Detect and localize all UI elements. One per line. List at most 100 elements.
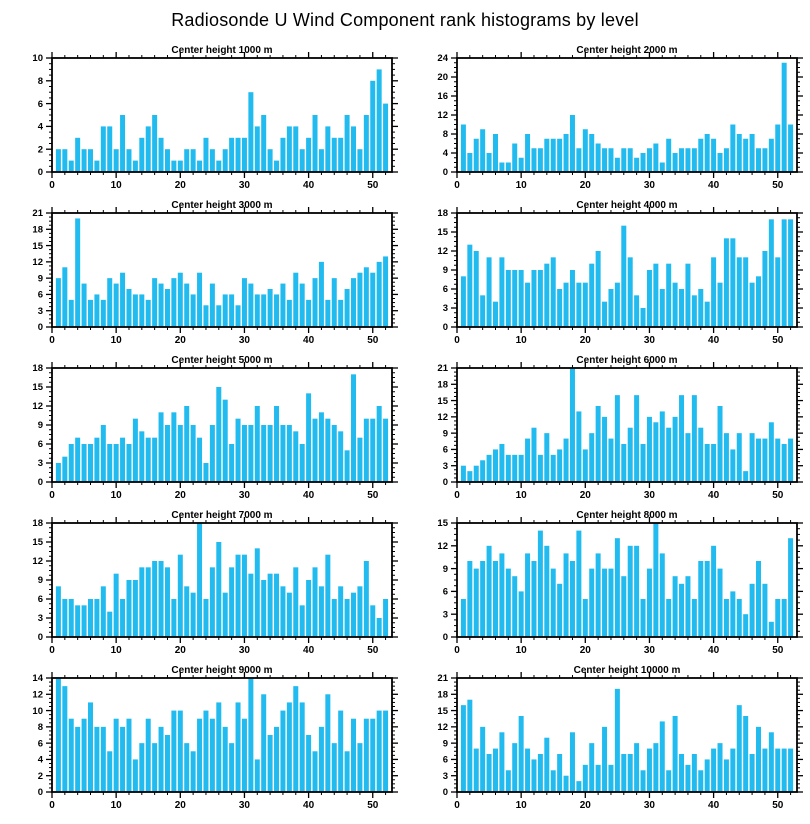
y-tick-label: 9: [38, 420, 43, 431]
x-tick-label: 30: [239, 180, 251, 191]
bar: [190, 751, 196, 792]
plot-frame: [51, 367, 393, 483]
bar: [286, 425, 292, 482]
x-tick-label: 40: [303, 490, 315, 501]
bar: [781, 62, 787, 172]
bar: [512, 454, 518, 482]
plot-frame: [456, 57, 798, 173]
bar: [666, 427, 672, 482]
bar: [139, 137, 145, 172]
bar: [164, 567, 170, 637]
bar: [100, 425, 106, 482]
bar: [467, 244, 473, 327]
bar: [537, 270, 543, 327]
bar: [544, 138, 550, 172]
chart-cell-center-height-9000-m: Center height 9000 m 0 10 20 30 40 50 0 2 4 6 8 10 12…: [0, 664, 405, 819]
bar: [383, 256, 389, 327]
bar: [318, 261, 324, 327]
bar: [113, 149, 119, 172]
y-tick-label: 15: [437, 227, 448, 238]
y-tick-label: 6: [38, 439, 43, 450]
bar: [505, 770, 511, 792]
y-tick-label: 21: [32, 208, 43, 219]
bar: [659, 721, 665, 792]
bar: [640, 599, 646, 637]
x-tick-label: 50: [772, 335, 784, 346]
bar: [492, 748, 498, 792]
bar: [158, 412, 164, 482]
bar: [132, 759, 138, 792]
bar: [286, 126, 292, 172]
x-tick-label: 50: [367, 180, 379, 191]
bar: [704, 444, 710, 482]
bar: [325, 126, 331, 172]
bar: [589, 568, 595, 637]
bar: [672, 153, 678, 172]
bar: [274, 573, 280, 637]
bar: [370, 718, 376, 792]
bar: [691, 148, 697, 172]
x-tick-label: 50: [367, 645, 379, 656]
chart-cell-center-height-4000-m: Center height 4000 m 0 10 20 30 40 50 0 3 6 9 12 15 1…: [405, 199, 810, 354]
bar: [480, 460, 486, 482]
bar: [653, 263, 659, 327]
bar: [383, 103, 389, 172]
bar: [120, 272, 126, 327]
y-tick-label: 9: [443, 564, 448, 575]
bar: [351, 278, 357, 327]
y-tick-label: 3: [443, 771, 448, 782]
bar: [293, 126, 299, 172]
bar: [209, 425, 215, 482]
bar: [486, 754, 492, 792]
bar: [614, 157, 620, 172]
y-tick-label: 8: [38, 76, 43, 87]
bar: [730, 748, 736, 792]
bar: [55, 149, 61, 172]
bar: [171, 412, 177, 482]
bar: [152, 743, 158, 792]
bar: [627, 545, 633, 637]
bar: [203, 599, 209, 637]
bar: [216, 387, 222, 482]
x-tick-label: 50: [367, 335, 379, 346]
x-tick-label: 50: [772, 180, 784, 191]
x-tick-label: 0: [49, 800, 55, 811]
subplot-title: Center height 10000 m: [574, 665, 681, 676]
bar: [145, 437, 151, 482]
bar: [788, 124, 794, 172]
bar: [87, 702, 93, 792]
bar: [357, 272, 363, 327]
bar: [229, 444, 235, 482]
bar: [653, 422, 659, 482]
bar: [691, 754, 697, 792]
subplot-title: Center height 5000 m: [171, 355, 272, 366]
bar: [286, 299, 292, 327]
bar: [75, 726, 81, 792]
bar: [164, 425, 170, 482]
y-tick-label: 0: [38, 477, 43, 488]
bar: [152, 278, 158, 327]
bar: [248, 92, 254, 172]
y-tick-label: 9: [443, 738, 448, 749]
bar: [344, 599, 350, 637]
y-tick-label: 4: [38, 755, 44, 766]
bar: [280, 710, 286, 792]
x-tick-label: 50: [367, 490, 379, 501]
bar: [331, 599, 337, 637]
bar: [216, 702, 222, 792]
y-tick-label: 12: [32, 556, 43, 567]
plot-frame: [456, 367, 798, 483]
bar: [132, 160, 138, 172]
bar: [299, 149, 305, 172]
bar: [679, 583, 685, 637]
bar: [81, 149, 87, 172]
bar: [788, 748, 794, 792]
bar: [190, 592, 196, 637]
bar: [184, 406, 190, 482]
y-tick-label: 3: [38, 306, 43, 317]
bar: [197, 160, 203, 172]
plot-frame: [456, 212, 798, 328]
x-tick-label: 0: [49, 490, 55, 501]
bar: [293, 686, 299, 792]
y-tick-label: 6: [443, 587, 448, 598]
